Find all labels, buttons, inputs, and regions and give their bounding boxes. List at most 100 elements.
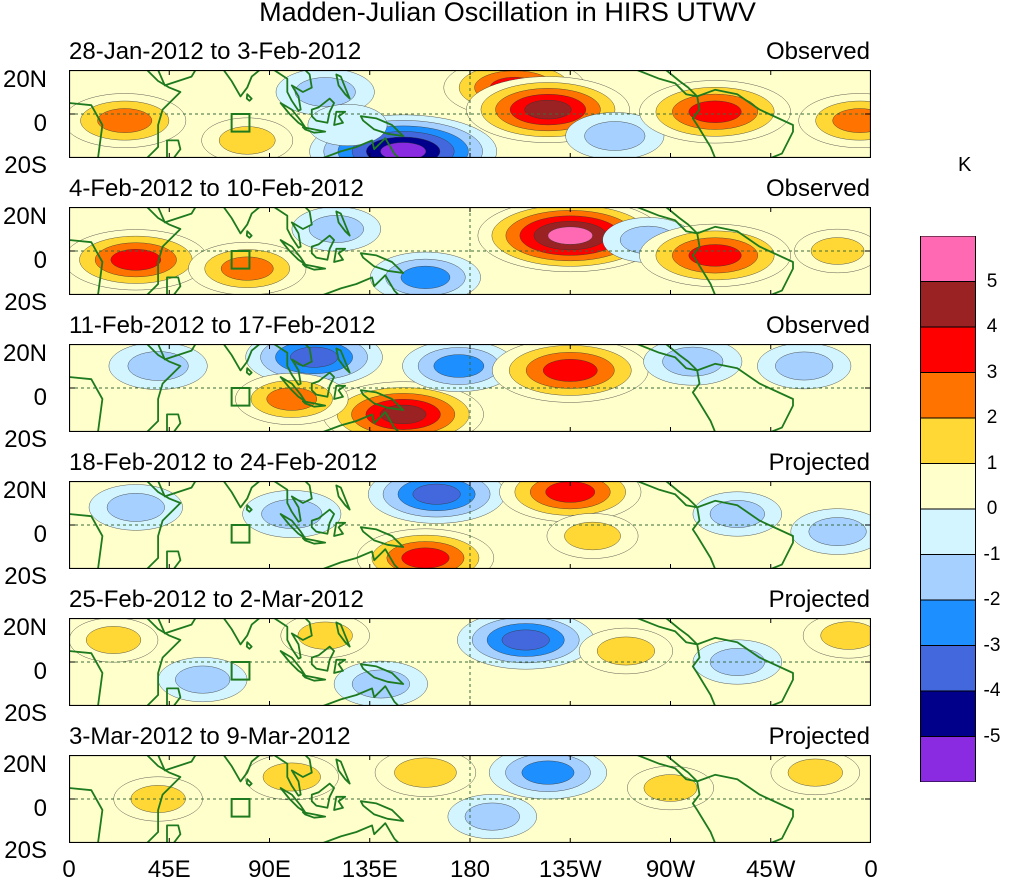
anomaly-contour [820, 621, 871, 650]
colorbar-level-label: 4 [986, 316, 998, 337]
coastline [359, 663, 405, 685]
panel-date-range: 25-Feb-2012 to 2-Mar-2012 [69, 586, 364, 613]
anomaly-contour [394, 757, 457, 788]
coastline [335, 484, 351, 511]
coastline [322, 685, 400, 706]
anomaly-contour [542, 359, 598, 382]
colorbar-swatch [920, 508, 976, 555]
anomaly-contour [547, 226, 593, 245]
coastline [273, 207, 313, 249]
coastline [69, 755, 182, 843]
anomaly-contour [412, 483, 461, 505]
coastline [245, 230, 253, 239]
x-tick-label: 180 [449, 856, 491, 883]
y-tick-label: 20N [2, 66, 47, 93]
coastline [157, 207, 197, 224]
contour-map [69, 618, 871, 706]
coastline [335, 758, 351, 785]
panel-date-range: 11-Feb-2012 to 17-Feb-2012 [69, 312, 376, 339]
y-tick-label: 20N [2, 751, 47, 778]
anomaly-contour [643, 774, 698, 802]
anomaly-contour [787, 758, 843, 787]
coastline [245, 504, 253, 513]
coastline [359, 252, 405, 274]
coastline [166, 550, 182, 569]
coastline [322, 548, 400, 569]
coastline [222, 618, 262, 646]
anomaly-contour [688, 244, 742, 267]
coastline [166, 276, 182, 295]
panel-date-range: 3-Mar-2012 to 9-Mar-2012 [69, 723, 351, 750]
colorbar-level-label: -2 [983, 589, 1001, 610]
coastline [69, 618, 182, 706]
anomaly-contour [307, 104, 388, 146]
anomaly-contour [261, 499, 323, 529]
panel-date-range: 18-Feb-2012 to 24-Feb-2012 [69, 449, 378, 476]
contour-map [69, 344, 871, 432]
y-tick-label: 20N [2, 340, 47, 367]
x-tick-label: 45W [746, 856, 796, 883]
coastline [245, 93, 253, 102]
coastline [222, 207, 262, 235]
y-tick-label: 20S [4, 837, 47, 864]
coastline [166, 139, 182, 158]
coastline [273, 618, 313, 660]
y-tick-label: 20S [4, 152, 47, 179]
y-tick-label: 20N [2, 203, 47, 230]
coastline [333, 247, 347, 263]
x-tick-label: 0 [62, 856, 76, 883]
chart-title: Madden-Julian Oscillation in HIRS UTWV [259, 0, 756, 27]
panel-status-label: Observed [765, 312, 870, 339]
coastline [335, 210, 351, 237]
map-panel: 11-Feb-2012 to 17-Feb-2012 Observed 20N 0 20… [0, 312, 880, 453]
anomaly-contour [521, 760, 575, 785]
anomaly-contour [775, 351, 834, 381]
anomaly-contour [380, 142, 427, 158]
colorbar-swatch [920, 372, 976, 419]
map-panel: 28-Jan-2012 to 3-Feb-2012 Observed 20N 0 20S [0, 38, 880, 179]
colorbar [920, 236, 976, 782]
colorbar-swatch [920, 554, 976, 601]
anomaly-contour [400, 265, 451, 289]
y-tick-label: 20S [4, 563, 47, 590]
x-tick-label: 0 [864, 856, 878, 883]
coastline [245, 367, 253, 376]
coastline [245, 778, 253, 787]
colorbar-level-label: -3 [983, 634, 1001, 656]
y-tick-label: 20N [2, 614, 47, 641]
coastline [333, 658, 347, 674]
coastline [222, 481, 262, 509]
coastline [301, 811, 327, 819]
colorbar-swatch [920, 645, 976, 692]
coastline [310, 234, 336, 261]
y-tick-label: 0 [33, 795, 47, 822]
coastline [157, 618, 197, 635]
colorbar-swatch [920, 326, 976, 373]
anomaly-contour [808, 517, 867, 546]
colorbar-level-label: 5 [986, 270, 998, 292]
colorbar-swatch [920, 417, 976, 464]
x-tick-label: 45E [147, 856, 191, 883]
y-tick-label: 20N [2, 477, 47, 504]
coastline [166, 413, 182, 432]
y-tick-label: 0 [33, 247, 47, 274]
anomaly-contour [86, 626, 142, 654]
anomaly-contour [308, 215, 364, 243]
coastline [333, 110, 347, 126]
coastline [359, 526, 405, 548]
anomaly-contour [584, 121, 646, 151]
colorbar-level-label: 0 [986, 498, 998, 519]
y-tick-label: 20S [4, 426, 47, 453]
coastline [310, 97, 336, 124]
coastline [310, 645, 336, 672]
coastline [157, 481, 197, 498]
coastline [359, 115, 405, 137]
coastline [322, 822, 400, 843]
coastline [222, 755, 262, 783]
coastline [691, 225, 794, 295]
colorbar-swatch [920, 281, 976, 328]
y-tick-label: 0 [33, 110, 47, 137]
y-tick-label: 0 [33, 658, 47, 685]
anomaly-contour [832, 108, 871, 133]
contour-map [69, 755, 871, 843]
